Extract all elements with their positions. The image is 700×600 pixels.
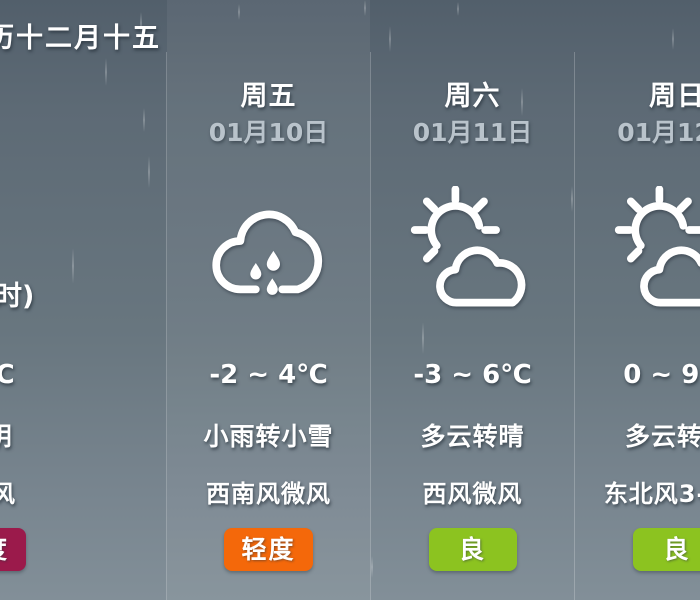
weekday-label: 周六 xyxy=(444,81,501,112)
day-column-saturday[interactable]: 周六 01月11日 -3 ~ 6℃ 多云转晴 西风微风 良 xyxy=(371,0,574,600)
rain-streak xyxy=(105,58,107,86)
day-column-sunday[interactable]: 周日 01月12日 0 ~ 9℃ 多云转阴 东北风3-4级 良 xyxy=(575,0,700,600)
column-divider xyxy=(166,52,167,600)
sun-cloud-icon xyxy=(575,185,700,322)
aqi-badge-good: 良 xyxy=(575,528,700,571)
rain-streak xyxy=(143,108,145,132)
date-label: 01月11日 xyxy=(412,118,533,147)
observation-time-fragment: 时) xyxy=(0,281,35,312)
aqi-badge-label: 重度 xyxy=(0,528,27,571)
column-divider xyxy=(574,52,575,600)
wind-info: 西风微风 xyxy=(422,480,523,508)
weather-condition: 多云转晴 xyxy=(420,422,525,451)
sun-cloud-icon xyxy=(371,185,574,322)
aqi-badge-label: 轻度 xyxy=(224,528,313,571)
day-column-friday[interactable]: 周五 01月10日 -2 ~ 4℃ 小雨转小雪 西南风微风 轻度 xyxy=(167,0,370,600)
weekday-label: 周五 xyxy=(240,81,297,112)
date-label: 01月10日 xyxy=(208,118,329,147)
weather-condition: 小雨转小雪 xyxy=(203,422,334,451)
lunar-date-label: 农历十二月十五 xyxy=(0,23,161,54)
date-label: 01月12日 xyxy=(617,118,700,147)
column-divider xyxy=(370,52,371,600)
aqi-badge-label: 良 xyxy=(633,528,700,571)
rain-streak xyxy=(72,248,74,284)
condition-fragment: 阴 xyxy=(0,417,12,453)
aqi-badge-good: 良 xyxy=(371,528,574,571)
wind-info: 西南风微风 xyxy=(206,480,331,508)
rain-cloud-icon xyxy=(167,186,370,322)
rain-streak xyxy=(148,156,150,188)
aqi-badge-light-pollution: 轻度 xyxy=(167,528,370,571)
temperature-range: 0 ~ 9℃ xyxy=(623,360,700,390)
wind-fragment: 风 xyxy=(0,480,15,508)
temperature-fragment: ℃ xyxy=(0,360,14,390)
temperature-range: -3 ~ 6℃ xyxy=(413,360,532,390)
weather-condition: 多云转阴 xyxy=(624,422,700,451)
weekday-label: 周日 xyxy=(649,81,700,112)
aqi-badge-label: 良 xyxy=(428,528,517,571)
temperature-range: -2 ~ 4℃ xyxy=(209,360,328,390)
wind-info: 东北风3-4级 xyxy=(603,480,700,508)
aqi-badge-heavy: 重度 xyxy=(0,528,27,571)
